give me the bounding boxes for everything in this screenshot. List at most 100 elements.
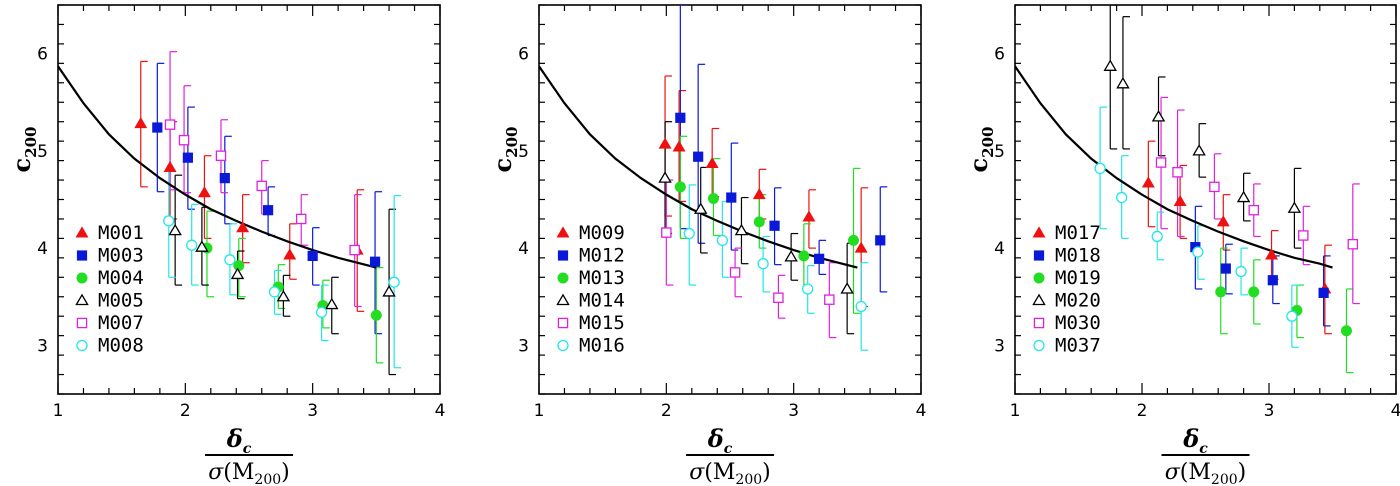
data-point-m017 bbox=[1173, 194, 1187, 206]
x-tick-label: 2 bbox=[661, 401, 672, 421]
data-point-m020 bbox=[1103, 59, 1117, 71]
x-label-mass-open: (M bbox=[223, 460, 254, 485]
data-point-m037 bbox=[1151, 230, 1163, 243]
x-label-sigma: σ bbox=[208, 460, 224, 485]
x-tick-label: 1 bbox=[1010, 401, 1021, 421]
x-label-numerator: δc bbox=[226, 424, 252, 457]
y-label-main: c bbox=[7, 158, 36, 173]
model-curve bbox=[1015, 65, 1333, 269]
data-point-m012 bbox=[693, 151, 704, 162]
chart-panel-2: 1 2 3 43456c200δcσ(M200)M009M012M013M014M01… bbox=[488, 4, 926, 486]
data-point-m030 bbox=[1248, 204, 1260, 216]
y-tick-label: 5 bbox=[518, 142, 529, 162]
x-label-delta: δ bbox=[226, 424, 243, 453]
error-bar-m004 bbox=[206, 210, 214, 298]
data-point-m007 bbox=[178, 134, 190, 146]
legend-marker-m013 bbox=[557, 272, 569, 284]
x-tick-label: 3 bbox=[788, 401, 799, 421]
data-point-m012 bbox=[675, 112, 686, 123]
data-point-m020 bbox=[1116, 76, 1130, 89]
x-tick-label: 4 bbox=[435, 401, 446, 421]
data-point-m008 bbox=[388, 276, 400, 288]
legend-label-m017: M017 bbox=[1055, 222, 1101, 244]
data-point-m020 bbox=[1287, 201, 1302, 213]
x-label-denominator: σ(M200) bbox=[689, 460, 770, 486]
axis-ticks bbox=[1014, 4, 1397, 395]
data-point-m012 bbox=[875, 235, 886, 246]
data-point-m014 bbox=[734, 223, 749, 236]
x-label-mass-close: ) bbox=[281, 460, 290, 485]
y-label-main: c bbox=[964, 158, 993, 173]
legend-label-m003: M003 bbox=[98, 245, 144, 267]
data-point-m018 bbox=[1318, 287, 1329, 298]
data-point-m005 bbox=[195, 240, 209, 252]
data-point-m004 bbox=[370, 309, 382, 321]
data-point-m003 bbox=[219, 173, 230, 184]
x-tick-label: 2 bbox=[1137, 401, 1148, 421]
x-label-mass-open: (M bbox=[1180, 460, 1211, 485]
data-point-m008 bbox=[268, 286, 281, 298]
y-label-subscript: 200 bbox=[979, 127, 997, 158]
data-point-m020 bbox=[1151, 109, 1166, 122]
data-point-m005 bbox=[325, 297, 339, 310]
legend-label-m016: M016 bbox=[579, 335, 625, 357]
data-point-m005 bbox=[276, 289, 291, 302]
plot-area bbox=[539, 5, 888, 351]
y-tick-label: 4 bbox=[994, 239, 1005, 259]
legend-marker-m003 bbox=[76, 250, 88, 261]
legend-label-m007: M007 bbox=[98, 312, 144, 334]
x-label-mass-close: ) bbox=[1238, 460, 1247, 485]
data-point-m007 bbox=[256, 180, 267, 192]
y-tick-label: 4 bbox=[37, 239, 48, 259]
legend-marker-m017 bbox=[1032, 226, 1046, 238]
x-label-mass-subscript: 200 bbox=[735, 472, 762, 486]
data-point-m013 bbox=[798, 250, 810, 262]
legend-label-m019: M019 bbox=[1055, 267, 1101, 289]
x-tick-label: 2 bbox=[180, 401, 191, 421]
data-point-m030 bbox=[1298, 230, 1309, 241]
data-point-m020 bbox=[1236, 190, 1251, 203]
data-point-m019 bbox=[1215, 286, 1227, 298]
legend-marker-m007 bbox=[76, 317, 88, 329]
data-point-m037 bbox=[1116, 191, 1128, 204]
legend-marker-m005 bbox=[75, 293, 89, 306]
data-point-m009 bbox=[802, 210, 816, 222]
legend-marker-m018 bbox=[1033, 250, 1045, 261]
data-point-m004 bbox=[233, 260, 245, 272]
data-point-m018 bbox=[1267, 275, 1278, 286]
y-label-main: c bbox=[488, 158, 517, 173]
data-point-m015 bbox=[824, 294, 835, 305]
x-label-mass-subscript: 200 bbox=[1211, 472, 1238, 486]
x-label-delta: δ bbox=[1182, 424, 1199, 453]
legend-marker-m030 bbox=[1033, 317, 1045, 329]
x-label-delta-subscript: c bbox=[1199, 441, 1208, 457]
data-point-m003 bbox=[307, 250, 318, 262]
data-point-m009 bbox=[752, 188, 766, 200]
data-point-m007 bbox=[349, 244, 360, 256]
data-point-m015 bbox=[661, 227, 672, 238]
x-label-numerator: δc bbox=[1182, 424, 1208, 457]
x-label-mass-open: (M bbox=[704, 460, 735, 485]
legend-label-m014: M014 bbox=[579, 290, 625, 312]
data-point-m012 bbox=[726, 192, 737, 203]
data-point-m009 bbox=[854, 241, 868, 253]
plot-area bbox=[1015, 5, 1360, 374]
legend-marker-m008 bbox=[76, 339, 88, 352]
y-tick-label: 3 bbox=[37, 336, 48, 356]
data-point-m001 bbox=[236, 221, 250, 233]
y-axis-label: c200 bbox=[7, 127, 40, 173]
axis-ticks bbox=[57, 4, 441, 395]
chart-panel-1: 1 2 3 43456c200δcσ(M200)M001M003M004M005M00… bbox=[7, 4, 446, 486]
data-point-m005 bbox=[168, 223, 182, 236]
data-point-m037 bbox=[1094, 162, 1106, 175]
legend-marker-m037 bbox=[1033, 339, 1045, 352]
legend-label-m001: M001 bbox=[98, 222, 144, 244]
data-point-m016 bbox=[855, 300, 867, 313]
data-point-m005 bbox=[382, 284, 396, 297]
data-point-m014 bbox=[784, 249, 798, 262]
data-point-m012 bbox=[814, 253, 825, 264]
data-point-m009 bbox=[672, 140, 686, 152]
